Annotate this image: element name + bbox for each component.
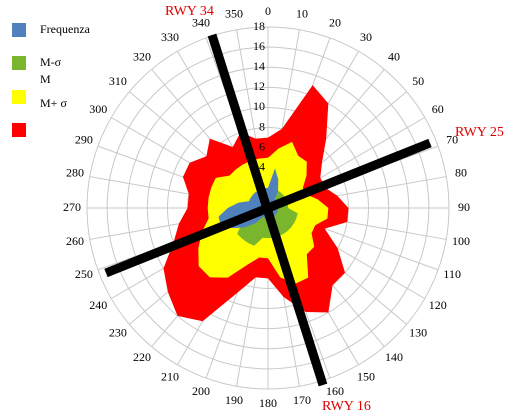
angle-label: 50 [412,74,424,88]
angle-label: 240 [89,298,107,312]
legend-swatch [12,123,26,137]
angle-label: 250 [75,267,93,281]
areas [163,85,349,322]
angle-label: 100 [452,234,470,248]
legend-swatch [12,56,26,70]
runway-label: RWY 25 [455,125,504,140]
angle-label: 130 [409,326,427,340]
angle-label: 60 [432,102,444,116]
angle-label: 40 [388,50,400,64]
r-tick-label: 14 [253,59,265,73]
angle-label: 350 [225,7,243,21]
angle-label: 150 [357,369,375,383]
angle-label: 120 [429,298,447,312]
angle-label: 30 [360,30,372,44]
angle-label: 210 [161,369,179,383]
angle-label: 160 [326,384,344,398]
angle-label: 140 [385,350,403,364]
angle-label: 70 [446,133,458,147]
legend-swatch [12,90,26,104]
angle-label: 0 [265,4,271,18]
angle-label: 230 [109,326,127,340]
r-tick-label: 18 [253,19,265,33]
angle-label: 310 [109,74,127,88]
legend-label: M+ σ [40,96,67,110]
angle-label: 190 [225,393,243,407]
legend-label: M [40,72,51,86]
r-tick-label: 4 [259,160,265,174]
angle-label: 200 [192,384,210,398]
angle-label: 330 [161,30,179,44]
runway [104,138,432,278]
angle-label: 110 [443,267,461,281]
angle-label: 10 [296,7,308,21]
runway-label: RWY 34 [165,4,214,19]
r-tick-label: 10 [253,99,265,113]
angle-label: 20 [329,16,341,30]
grid [86,26,450,390]
angle-label: 80 [455,166,467,180]
r-tick-label: 16 [253,39,265,53]
angle-label: 290 [75,133,93,147]
angle-label: 180 [259,396,277,410]
angle-label: 220 [133,350,151,364]
angle-label: 170 [293,393,311,407]
angle-label: 90 [458,200,470,214]
r-tick-label: 12 [253,79,265,93]
angle-label: 270 [63,200,81,214]
angle-label: 340 [192,16,210,30]
runway-label: RWY 16 [322,399,371,414]
r-tick-label: 6 [259,139,265,153]
legend-swatch [12,23,26,37]
angle-label: 320 [133,50,151,64]
angle-label: 280 [66,166,84,180]
angle-label: 300 [89,102,107,116]
angle-label: 260 [66,234,84,248]
r-tick-label: 8 [259,119,265,133]
legend-label: Frequenza [40,22,91,36]
legend-label: M-σ [40,55,62,69]
